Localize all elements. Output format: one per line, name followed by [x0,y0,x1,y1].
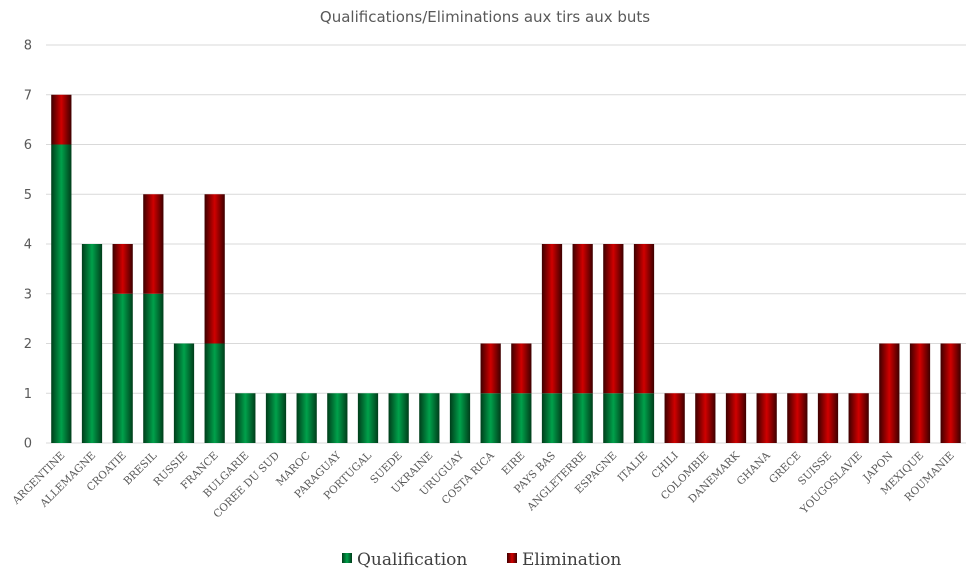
legend-label-qualification: Qualification [357,550,467,570]
bar-elimination-pays-bas [541,244,563,394]
x-axis: ARGENTINEALLEMAGNECROATIEBRESILRUSSIEFRA… [10,449,957,521]
bar-qualification-coree-du-sud [265,393,287,443]
bar-elimination-croatie [112,244,133,294]
legend: Qualification Elimination [342,550,621,570]
bar-elimination-bresil [143,194,164,294]
y-tick-label: 0 [24,437,32,452]
y-tick-label: 3 [24,287,32,302]
bar-elimination-eire [511,343,532,394]
bar-elimination-costa-rica [480,343,501,394]
bar-elimination-japon [879,343,900,443]
legend-swatch-qualification [342,553,352,563]
x-tick-label: ARGENTINE [10,450,68,508]
bar-qualification-angleterre [572,393,593,443]
bar-elimination-colombie [695,393,716,443]
gridlines [46,44,966,444]
y-tick-label: 5 [24,188,32,203]
y-tick-label: 4 [24,238,32,253]
bar-qualification-italie [633,393,655,443]
bar-elimination-italie [633,244,655,394]
bar-elimination-yougoslavie [848,393,869,443]
x-tick-label: ITALIE [616,450,651,485]
legend-swatch-elimination [507,553,517,563]
bar-elimination-mexique [909,343,931,443]
y-tick-label: 7 [24,88,32,103]
bar-elimination-espagne [603,244,624,394]
y-tick-label: 8 [24,39,32,54]
bar-qualification-allemagne [81,244,103,443]
bar-qualification-maroc [296,393,317,443]
bar-qualification-croatie [112,293,133,443]
bar-elimination-angleterre [572,244,593,394]
x-tick-label: EIRE [500,450,528,478]
bar-elimination-argentine [51,94,72,145]
bar-qualification-russie [173,343,195,443]
bar-elimination-danemark [725,393,747,443]
bar-qualification-suede [388,393,409,443]
bar-qualification-argentine [51,144,72,443]
y-tick-label: 6 [24,138,32,153]
bar-qualification-pays-bas [541,393,563,443]
bar-qualification-france [204,343,225,443]
legend-label-elimination: Elimination [522,550,621,570]
chart-title: Qualifications/Eliminations aux tirs aux… [320,8,650,26]
bar-elimination-grece [787,393,808,443]
bar-qualification-portugal [357,393,379,443]
y-axis: 0 1 2 3 4 5 6 7 8 [24,39,32,452]
bar-elimination-suisse [817,393,839,443]
bar-elimination-france [204,194,225,344]
bar-qualification-bulgarie [235,393,256,443]
x-tick-label: GHANA [735,449,773,487]
bar-qualification-bresil [143,293,164,443]
y-tick-label: 1 [24,387,32,402]
bar-qualification-costa-rica [480,393,501,443]
bar-qualification-espagne [603,393,624,443]
bar-qualification-paraguay [327,393,348,443]
bar-qualification-ukraine [419,393,440,443]
bar-elimination-roumanie [940,343,961,443]
bar-qualification-uruguay [449,393,471,443]
y-tick-label: 2 [24,337,32,352]
bar-qualification-eire [511,393,532,443]
bars [51,94,961,443]
bar-elimination-chili [664,393,685,443]
bar-elimination-ghana [756,393,777,443]
